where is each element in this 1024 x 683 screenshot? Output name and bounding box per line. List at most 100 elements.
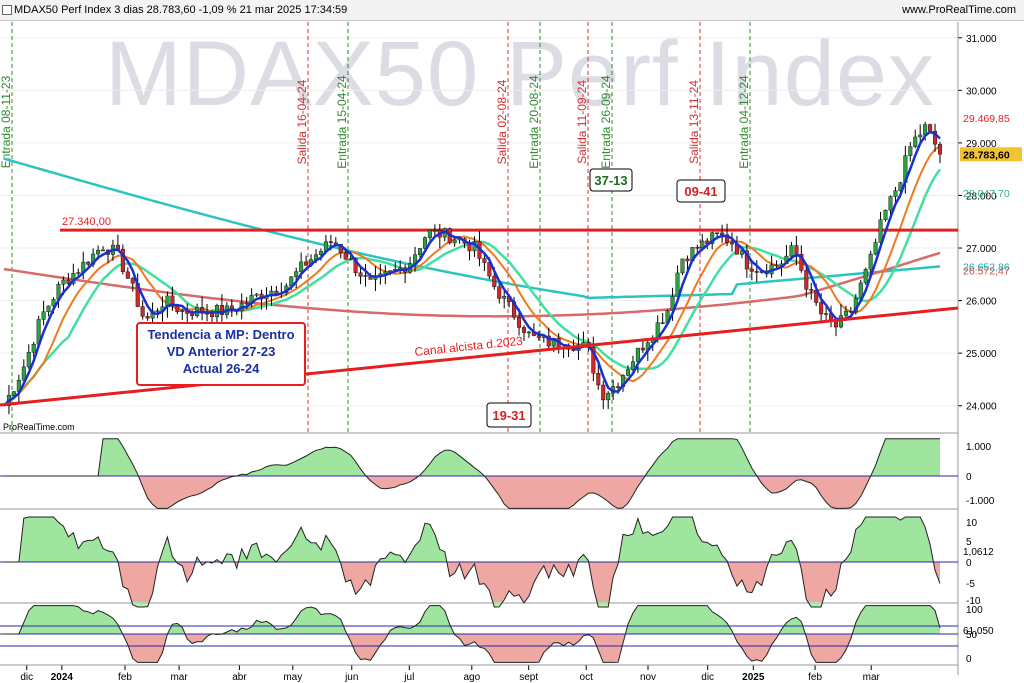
candle-body (155, 310, 160, 312)
candle-body (848, 310, 853, 313)
osc-tick: 0 (966, 472, 972, 483)
info-line: VD Anterior 27-23 (167, 344, 276, 359)
x-tick-label: 2024 (51, 672, 74, 683)
price-label-box (960, 147, 1022, 162)
price-tick-label: 28.000 (966, 191, 997, 202)
candle-body (41, 311, 46, 320)
price-tick-label: 30.000 (966, 86, 997, 97)
candle-body (754, 271, 759, 273)
osc-area-down (4, 634, 940, 663)
candle-body (938, 143, 943, 155)
x-tick-label: dic (20, 672, 33, 683)
candle-body (928, 124, 933, 132)
candle-body (774, 264, 779, 266)
signal-label: Salida 02-08-24 (495, 79, 509, 164)
candle-body (715, 232, 720, 234)
signal-box-text: 19-31 (492, 408, 525, 423)
channel-label: Canal alcista d.2023 (414, 334, 524, 359)
candle-body (908, 146, 913, 156)
candle-body (640, 347, 645, 351)
signal-box (676, 179, 726, 203)
signal-box (486, 402, 532, 428)
osc-tick: 0 (966, 558, 972, 569)
candle-body (685, 258, 690, 262)
candle-body (130, 278, 135, 284)
ma-orange (3, 144, 941, 407)
x-tick-label: jun (344, 672, 358, 683)
price-label: 29.469,85 (963, 113, 1010, 125)
osc-area-up-clipped (4, 438, 940, 476)
price-tick-label: 24.000 (966, 402, 997, 413)
x-tick-label: mar (170, 672, 188, 683)
price-label: 28.047,70 (963, 188, 1010, 200)
osc-area-down (4, 476, 940, 508)
x-tick-label: nov (640, 672, 656, 683)
price-tick-label: 25.000 (966, 349, 997, 360)
candle-body (254, 293, 259, 296)
price-tick-label: 26.000 (966, 297, 997, 308)
signal-box-text: 09-41 (684, 184, 717, 199)
x-tick-label: 2025 (742, 672, 765, 683)
osc-tick: -1.000 (966, 496, 995, 507)
x-tick-label: jul (403, 672, 414, 683)
candle-body (343, 252, 348, 260)
candle-body (175, 305, 180, 312)
osc-tick: -10 (966, 596, 981, 607)
x-tick-label: feb (118, 672, 132, 683)
candle-body (626, 369, 631, 376)
osc-tick: 1.000 (966, 442, 991, 453)
info-box (136, 322, 306, 386)
candle-body (660, 322, 665, 324)
price-label: 26.652,86 (963, 261, 1010, 273)
signal-label: Entrada 04-12-24 (737, 75, 751, 169)
osc-area-down (4, 562, 940, 602)
x-tick-label: sept (519, 672, 538, 683)
candle-body (933, 130, 938, 145)
osc-area-up-clipped (4, 605, 940, 634)
candle-body (804, 270, 809, 290)
candle-body (304, 261, 309, 266)
ma-teal (3, 157, 941, 300)
candle-body (744, 250, 749, 270)
candle-body (61, 279, 66, 285)
candle-body (358, 272, 363, 277)
candle-body (422, 237, 427, 249)
osc-tick: 5 (966, 537, 972, 548)
channel-line (0, 306, 959, 407)
brand-label: ProRealTime.com (3, 422, 75, 432)
candle-body (878, 219, 883, 243)
signal-label: Entrada 15-04-24 (335, 75, 349, 169)
candle-body (680, 258, 685, 274)
candle-body (21, 366, 26, 381)
signal-label: Salida 16-04-24 (295, 79, 309, 164)
candle-body (789, 245, 794, 257)
window-menu-icon[interactable] (2, 5, 12, 15)
candle-body (863, 269, 868, 284)
candle-body (739, 250, 744, 255)
candle-body (120, 248, 125, 273)
candle-body (427, 229, 432, 238)
chart-title: MDAX50 Perf Index 3 dias 28.783,60 -1,09… (14, 4, 348, 16)
candle-body (794, 245, 799, 255)
candle-body (695, 247, 700, 249)
candle-body (76, 272, 81, 274)
candle-body (551, 337, 556, 347)
signal-label: Salida 13-11-24 (687, 80, 701, 164)
ma-fast (3, 130, 941, 407)
candle-body (606, 392, 611, 401)
candle-body (328, 241, 333, 244)
price-tick-label: 29.000 (966, 139, 997, 150)
signal-box (589, 168, 633, 192)
candle-body (145, 316, 150, 319)
signal-label: Entrada 08-11-23 (0, 75, 13, 168)
candle-body (843, 310, 848, 316)
site-link[interactable]: www.ProRealTime.com (902, 4, 1016, 16)
signal-label: Salida 11-09-24 (575, 80, 589, 164)
candle-body (125, 271, 130, 279)
candle-body (893, 190, 898, 197)
candle-body (452, 239, 457, 244)
x-tick-label: may (283, 672, 302, 683)
x-tick-label: ago (463, 672, 480, 683)
candle-body (497, 286, 502, 299)
osc-value: 61,050 (963, 626, 994, 637)
